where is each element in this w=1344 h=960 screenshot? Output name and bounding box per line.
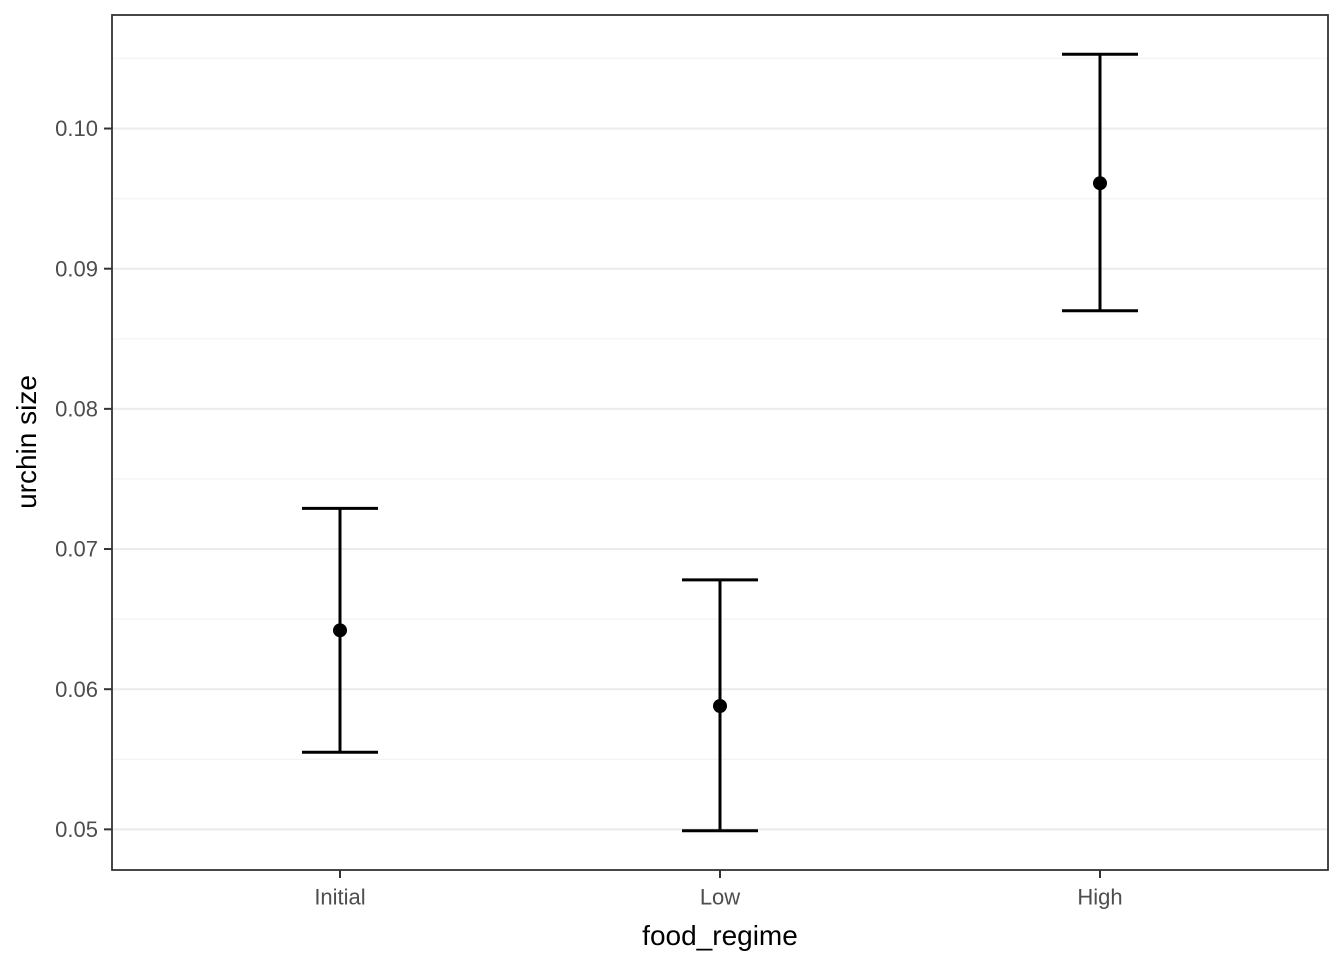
x-axis-title: food_regime	[642, 920, 798, 951]
y-tick-label: 0.10	[55, 116, 98, 141]
x-tick-label: Low	[700, 885, 740, 910]
data-point	[713, 699, 727, 714]
x-tick-label: Initial	[314, 885, 365, 910]
pointrange-high	[1062, 52, 1138, 313]
y-tick-label: 0.07	[55, 537, 98, 562]
y-tick-label: 0.09	[55, 256, 98, 281]
y-axis-title: urchin size	[11, 375, 42, 509]
y-tick-label: 0.06	[55, 677, 98, 702]
x-tick-label: High	[1077, 885, 1122, 910]
pointrange-initial	[302, 506, 378, 754]
pointrange-low	[682, 578, 758, 833]
data-point	[333, 623, 347, 638]
y-tick-label: 0.08	[55, 397, 98, 422]
data-point	[1093, 176, 1107, 191]
y-tick-label: 0.05	[55, 817, 98, 842]
